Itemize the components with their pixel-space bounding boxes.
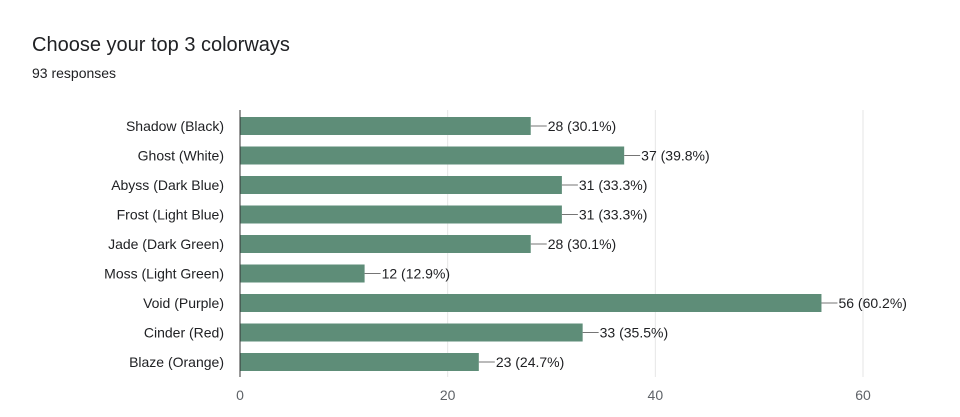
bar <box>240 146 625 165</box>
bar <box>240 235 531 253</box>
value-label: 37 (39.8%) <box>641 148 709 164</box>
value-label: 23 (24.7%) <box>496 354 564 370</box>
x-tick-label: 40 <box>648 387 664 403</box>
bar <box>240 323 583 342</box>
value-label: 33 (35.5%) <box>600 325 668 341</box>
bar <box>240 205 562 224</box>
category-label: Cinder (Red) <box>144 325 224 341</box>
category-label: Moss (Light Green) <box>104 266 224 282</box>
value-label: 31 (33.3%) <box>579 177 647 193</box>
category-label: Shadow (Black) <box>126 118 224 134</box>
category-label: Abyss (Dark Blue) <box>111 177 224 193</box>
category-label: Frost (Light Blue) <box>117 207 224 223</box>
chart-title: Choose your top 3 colorways <box>32 34 290 56</box>
bar <box>240 353 479 371</box>
x-tick-label: 0 <box>236 387 244 403</box>
value-label: 28 (30.1%) <box>548 118 616 134</box>
bar <box>240 176 562 194</box>
value-label: 31 (33.3%) <box>579 207 647 223</box>
x-tick-label: 60 <box>855 387 871 403</box>
bar <box>240 294 822 312</box>
bar <box>240 264 365 283</box>
value-label: 56 (60.2%) <box>838 295 906 311</box>
x-tick-label: 20 <box>440 387 456 403</box>
bar <box>240 117 531 135</box>
category-label: Void (Purple) <box>143 295 224 311</box>
category-label: Blaze (Orange) <box>129 354 224 370</box>
category-label: Jade (Dark Green) <box>108 236 224 252</box>
response-count: 93 responses <box>32 65 117 81</box>
value-label: 28 (30.1%) <box>548 236 616 252</box>
category-label: Ghost (White) <box>138 148 224 164</box>
value-label: 12 (12.9%) <box>382 266 450 282</box>
